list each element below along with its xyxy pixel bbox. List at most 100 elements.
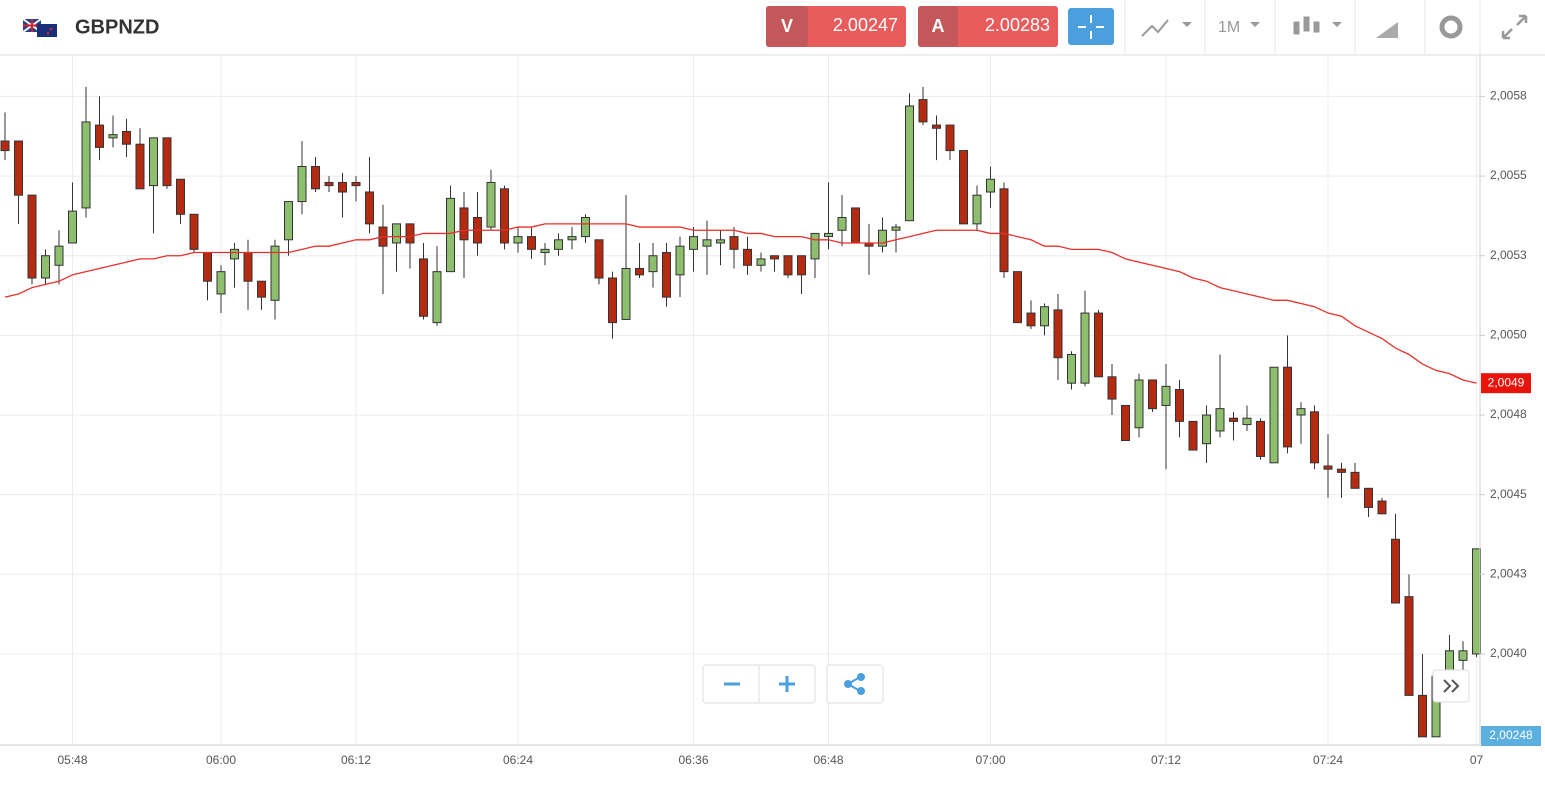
candle-body	[1472, 548, 1481, 655]
y-tick-label: 2,0055	[1490, 168, 1527, 182]
buy-button[interactable]: A 2.00283	[918, 6, 1058, 47]
candle-body	[621, 267, 631, 320]
candle-body	[1323, 465, 1333, 470]
candle-body	[176, 178, 185, 215]
candle-body	[203, 252, 212, 282]
candle-body	[27, 194, 37, 279]
candle-body	[1242, 417, 1252, 426]
candle-body	[81, 121, 91, 209]
candle-body	[810, 232, 820, 260]
candle-body	[540, 248, 550, 254]
candle-body	[986, 178, 995, 193]
candle-body	[405, 223, 415, 244]
candle-body	[1134, 379, 1144, 429]
candle-body	[1458, 650, 1468, 661]
chart-type-button[interactable]	[1141, 19, 1192, 37]
candle-body	[459, 207, 469, 241]
candle-body	[149, 137, 158, 187]
candle-body	[257, 280, 266, 298]
candle-body	[1026, 312, 1036, 327]
candle-body	[689, 236, 698, 250]
candle-body	[972, 194, 982, 225]
ma-tag-box	[1481, 373, 1531, 394]
candle-body	[1337, 468, 1346, 473]
candle-body	[500, 188, 509, 244]
candle-body	[1418, 694, 1427, 738]
candle-body	[1256, 420, 1265, 457]
timeframe-button[interactable]: 1M	[1218, 19, 1240, 36]
plot-area	[0, 55, 1481, 745]
candle-body	[1053, 309, 1063, 359]
candle-body	[1296, 408, 1306, 416]
candle-body	[567, 236, 577, 241]
candle-body	[1202, 414, 1211, 445]
candle-body	[311, 166, 320, 190]
candle-body	[1094, 312, 1103, 378]
x-tick-label: 05:48	[57, 753, 87, 767]
x-tick-label: 06:12	[341, 753, 371, 767]
candle-body	[1188, 420, 1198, 451]
candle-body	[54, 245, 64, 266]
flag	[22, 18, 57, 37]
y-tick-label: 2,0040	[1490, 646, 1527, 660]
ma-tag: 2,0049	[1488, 375, 1525, 389]
candle-body	[527, 236, 536, 250]
candle-body	[122, 130, 131, 145]
candle-body	[0, 140, 10, 152]
candle-body	[729, 236, 739, 250]
candle-body	[932, 124, 941, 129]
candle-body	[338, 181, 347, 193]
candle-body	[1229, 417, 1238, 422]
moving-average	[4, 223, 1477, 384]
candle-body	[608, 277, 617, 324]
candle-body	[581, 216, 590, 238]
candle-body	[446, 197, 455, 273]
settings-button[interactable]	[1439, 15, 1463, 39]
candle-body	[675, 245, 685, 276]
candle-body	[68, 210, 77, 244]
candle-body	[1215, 408, 1225, 432]
candle-body	[41, 255, 50, 279]
drawing-button[interactable]	[1376, 22, 1398, 38]
candle-body	[1175, 389, 1184, 422]
share-button[interactable]	[826, 664, 884, 704]
x-tick-label: 07	[1470, 753, 1484, 767]
candle-body	[432, 271, 442, 324]
x-tick-label: 06:36	[678, 753, 708, 767]
candle-body	[743, 248, 752, 266]
candle-body	[270, 245, 280, 301]
y-tick-label: 2,0058	[1490, 89, 1527, 103]
candle-body	[1107, 376, 1117, 400]
fullscreen-button[interactable]	[1501, 14, 1528, 40]
sell-button[interactable]: V 2.00247	[766, 6, 906, 47]
x-tick-label: 07:24	[1313, 753, 1343, 767]
y-tick-label: 2,0048	[1490, 407, 1527, 421]
y-tick-label: 2,0043	[1490, 566, 1527, 580]
candle-body	[1364, 487, 1373, 508]
x-tick-label: 06:24	[503, 753, 533, 767]
candle-body	[1269, 366, 1279, 464]
candle-body	[284, 201, 293, 241]
candle-body	[824, 232, 833, 238]
y-tick-label: 2,0050	[1490, 328, 1527, 342]
candle-body	[945, 124, 955, 152]
candle-body	[554, 239, 563, 250]
candle-body	[324, 181, 334, 187]
symbol: GBPNZD	[75, 16, 159, 38]
crosshair-button[interactable]	[1068, 8, 1114, 45]
candle-style-button[interactable]	[1293, 16, 1342, 35]
candle-body	[999, 188, 1009, 273]
candle-body	[1404, 596, 1414, 696]
candle-body	[1310, 411, 1319, 464]
candle-body	[1161, 385, 1171, 406]
zoom-controls	[702, 664, 884, 704]
ask-price: 2.00283	[985, 15, 1050, 35]
candle-body	[1067, 353, 1076, 384]
zoom-in[interactable]	[779, 676, 795, 692]
price-tag-box	[1481, 726, 1541, 746]
candle-body	[216, 271, 226, 295]
scroll-right-button[interactable]	[1432, 669, 1470, 703]
candle-body	[392, 223, 401, 244]
candle-body	[230, 248, 239, 260]
